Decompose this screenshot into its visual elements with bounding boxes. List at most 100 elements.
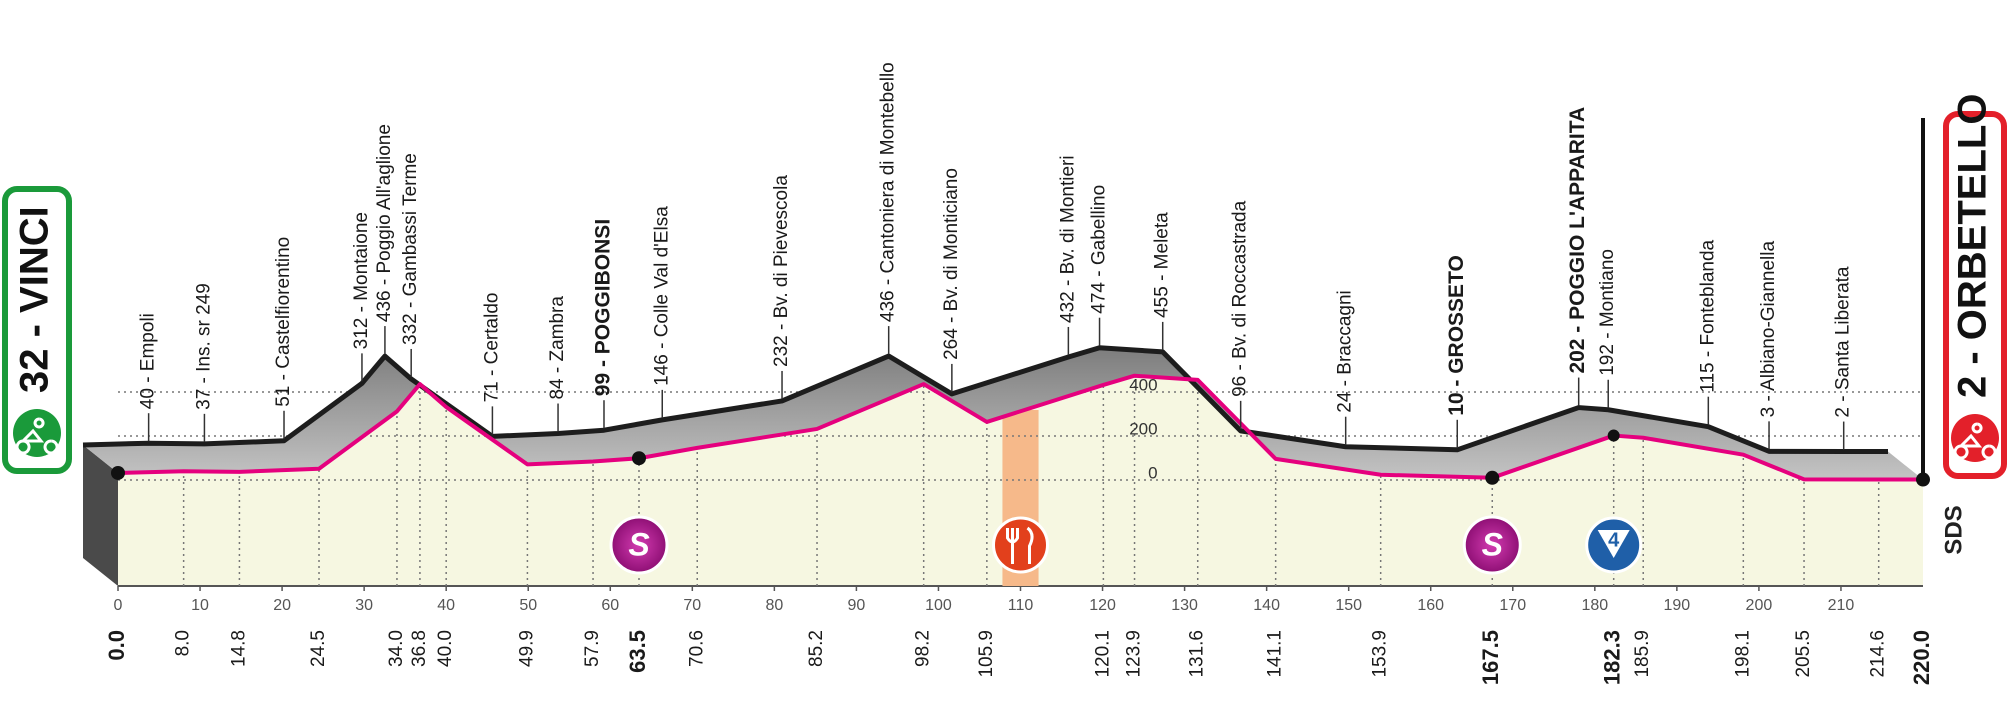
- waypoint-name: 51 - Castelfiorentino: [273, 237, 294, 407]
- waypoint-name: 37 - Ins. sr 249: [193, 283, 214, 410]
- waypoint-km: 220.0: [1909, 630, 1934, 685]
- waypoint-name: 436 - Poggio All'aglione: [374, 124, 395, 322]
- waypoint-km: 24.5: [308, 630, 329, 667]
- x-tick-label: 90: [848, 597, 866, 614]
- sprint-icon: [1462, 515, 1522, 575]
- waypoint-km: 105.9: [976, 630, 997, 678]
- point-dot: [1607, 429, 1620, 442]
- point-dot: [1916, 472, 1930, 487]
- point-dot: [631, 451, 646, 466]
- waypoint-km: 8.0: [173, 630, 194, 656]
- waypoint-name: 2 - Santa Liberata: [1833, 266, 1854, 417]
- waypoint-km: 141.1: [1265, 630, 1286, 678]
- rider-symbol: [15, 417, 59, 455]
- location-name: 32 - VINCI: [13, 206, 57, 393]
- kom-triangle: [1597, 530, 1630, 558]
- waypoint-name: 474 - Gabellino: [1089, 185, 1110, 314]
- waypoint-name: 40 - Empoli: [138, 313, 159, 409]
- waypoint-km: 49.9: [516, 630, 537, 667]
- waypoint-name: 146 - Colle Val d'Elsa: [651, 206, 672, 386]
- x-tick-label: 0: [114, 597, 123, 614]
- location-name: 2 - ORBETELLO: [1951, 94, 1995, 398]
- x-tick-label: 30: [355, 597, 373, 614]
- feed-icon: [992, 516, 1049, 574]
- waypoint-km: 205.5: [1793, 630, 1814, 678]
- side-band: [83, 347, 1923, 480]
- waypoint-name: 3 - Albiano-Giannella: [1758, 241, 1779, 418]
- waypoint-name: 455 - Meleta: [1152, 212, 1173, 318]
- waypoint-km: 0.0: [104, 630, 129, 661]
- waypoint-km: 34.0: [386, 630, 407, 667]
- y-tick-label: 400: [1129, 375, 1157, 394]
- rider-icon: [13, 409, 61, 457]
- rider-symbol: [1953, 422, 1997, 460]
- location-box: [2, 186, 72, 474]
- start-face: [83, 444, 118, 586]
- waypoint-km: 182.3: [1600, 630, 1625, 685]
- feed-symbol: [1006, 526, 1034, 564]
- waypoint-km: 214.6: [1868, 630, 1889, 678]
- x-tick-label: 200: [1746, 597, 1773, 614]
- sprint-symbol: S: [628, 526, 650, 562]
- x-tick-label: 80: [765, 597, 783, 614]
- kom-category: 4: [1608, 529, 1620, 551]
- waypoint-name: 96 - Bv. di Roccastrada: [1230, 200, 1251, 397]
- waypoint-km: 185.9: [1632, 630, 1653, 678]
- waypoint-name: 436 - Cantoniera di Montebello: [878, 62, 899, 322]
- waypoint-name: 312 - Montaione: [351, 212, 372, 349]
- x-tick-label: 150: [1335, 597, 1362, 614]
- x-tick-label: 140: [1253, 597, 1280, 614]
- waypoint-km: 98.2: [913, 630, 934, 667]
- point-dot: [111, 465, 125, 480]
- waypoint-name: 264 - Bv. di Monticiano: [941, 168, 962, 360]
- y-tick-label: 200: [1129, 419, 1157, 438]
- waypoint-name: 432 - Bv. di Montieri: [1057, 155, 1078, 323]
- waypoint-name: 332 - Gambassi Terme: [400, 153, 421, 345]
- x-tick-label: 130: [1171, 597, 1198, 614]
- profile-top: [82, 345, 1888, 455]
- x-tick-label: 70: [683, 597, 701, 614]
- x-tick-label: 190: [1664, 597, 1691, 614]
- point-dot: [1485, 470, 1500, 485]
- waypoint-km: 167.5: [1478, 630, 1503, 685]
- logo: SDS: [1940, 505, 1967, 554]
- x-tick-label: 170: [1499, 597, 1526, 614]
- x-tick-label: 120: [1089, 597, 1116, 614]
- waypoint-km: 131.6: [1187, 630, 1208, 678]
- x-tick-label: 210: [1828, 597, 1855, 614]
- waypoint-km: 40.0: [435, 630, 456, 667]
- waypoint-km: 63.5: [625, 630, 650, 673]
- x-tick-label: 10: [191, 597, 209, 614]
- x-tick-label: 160: [1417, 597, 1444, 614]
- sprint-icon: [609, 515, 669, 575]
- x-tick-label: 50: [519, 597, 537, 614]
- waypoint-km: 120.1: [1092, 630, 1113, 678]
- x-tick-label: 100: [925, 597, 952, 614]
- waypoint-km: 57.9: [582, 630, 603, 667]
- waypoint-name: 192 - Montiano: [1597, 249, 1618, 376]
- x-tick-label: 180: [1581, 597, 1608, 614]
- waypoint-name: 202 - POGGIO L'APPARITA: [1566, 107, 1589, 374]
- waypoint-name: 99 - POGGIBONSI: [592, 219, 615, 396]
- profile-line: [117, 373, 1923, 482]
- x-tick-label: 60: [601, 597, 619, 614]
- waypoint-name: 24 - Braccagni: [1335, 290, 1356, 413]
- waypoint-km: 123.9: [1124, 630, 1145, 678]
- x-tick-label: 110: [1008, 597, 1034, 614]
- waypoint-name: 115 - Fonteblanda: [1697, 239, 1718, 392]
- waypoint-km: 14.8: [228, 630, 249, 667]
- y-tick-label: 0: [1148, 463, 1157, 482]
- waypoint-km: 85.2: [806, 630, 827, 667]
- waypoint-km: 70.6: [686, 630, 707, 667]
- waypoint-km: 153.9: [1370, 630, 1391, 678]
- waypoint-km: 36.8: [409, 630, 430, 667]
- waypoint-name: 232 - Bv. di Pievescola: [771, 175, 792, 367]
- waypoint-name: 10 - GROSSETO: [1445, 255, 1468, 416]
- rider-icon: [1951, 414, 1999, 462]
- waypoint-name: 71 - Certaldo: [481, 293, 502, 403]
- waypoint-name: 84 - Zambra: [547, 296, 568, 400]
- sprint-symbol: S: [1482, 526, 1504, 562]
- x-tick-label: 20: [273, 597, 291, 614]
- waypoint-km: 198.1: [1732, 630, 1753, 678]
